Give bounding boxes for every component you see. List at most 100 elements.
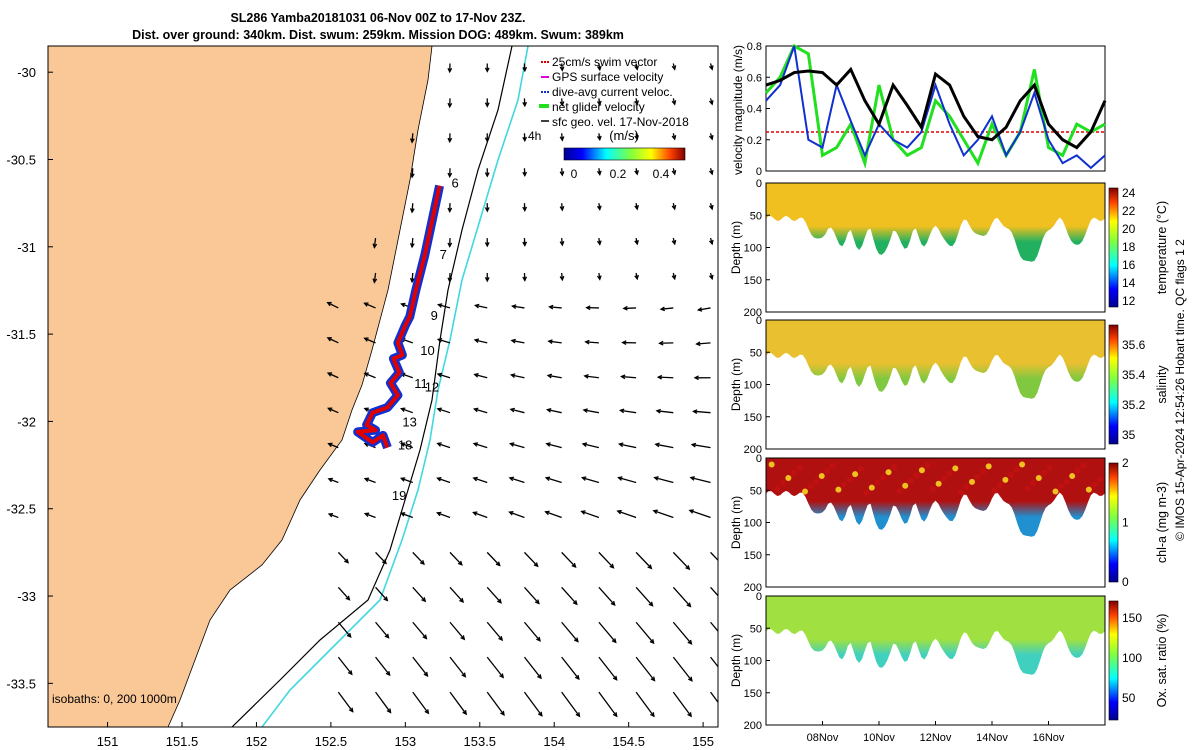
current-arrow [437,512,451,519]
current-arrow [655,443,674,449]
current-arrow [546,443,562,449]
map-x-tick-label: 154.5 [612,734,645,749]
current-arrowhead [346,632,352,639]
current-arrowhead [596,275,602,281]
current-arrow [619,443,637,449]
current-arrowhead [372,243,378,249]
section-colorbar-tick: 2 [1122,456,1129,470]
section-data-field [766,183,1105,262]
current-arrowhead [671,274,677,281]
current-arrowhead [363,477,370,482]
current-arrowhead [708,204,714,211]
current-arrow [473,511,488,519]
map-y-axis: -30 -30.5 -31 -31.5 -32 -32.5 -33 -33.5 [6,65,53,691]
section-colorbar-tick: 1 [1122,516,1129,530]
current-arrowhead [648,601,654,607]
current-arrow [672,621,692,645]
current-vectors [326,63,727,718]
section-colorbar-tick: 18 [1122,240,1136,254]
current-arrowhead [472,407,479,413]
time-tick-label: 10Nov [863,732,895,744]
section-ylabel: Depth (m) [729,221,743,274]
current-arrowhead [386,708,392,714]
current-arrow [328,478,339,484]
current-arrow [672,656,693,682]
current-arrow [437,442,451,449]
current-arrow [618,477,637,484]
map-x-tick-label: 152 [246,734,268,749]
section-colorbar-tick: 35 [1122,428,1136,442]
current-arrowhead [522,276,528,282]
current-arrow [437,373,451,379]
current-arrow [689,509,711,519]
current-arrow [672,551,690,570]
track-day-label: 13 [402,415,416,430]
current-arrow [523,656,542,679]
current-arrow [411,168,414,178]
current-arrowhead [612,712,618,718]
current-arrow [585,341,599,344]
current-arrowhead [537,711,543,717]
current-arrowhead [690,442,697,448]
current-arrowhead [537,674,542,680]
current-arrowhead [647,564,653,570]
current-arrowhead [509,442,515,447]
current-arrowhead [484,242,490,248]
current-arrowhead [327,407,333,412]
current-arrow [337,551,349,564]
current-arrowhead [659,306,666,312]
current-arrowhead [447,137,453,144]
chl-sample [1035,474,1042,481]
chl-sample [785,474,792,481]
current-arrow [656,410,674,414]
current-arrowhead [409,208,415,214]
section-colorbar-tick: 12 [1122,294,1136,308]
current-arrowhead [484,67,490,73]
current-arrowhead [522,66,528,73]
chl-sample [1069,473,1076,480]
section-y-tick-label: 100 [744,518,762,530]
current-arrowhead [634,100,639,106]
velocity-series [764,43,1107,170]
current-arrow [411,133,414,143]
current-arrowhead [612,675,618,681]
current-arrow [401,442,413,449]
current-arrowhead [363,512,370,518]
current-arrowhead [685,565,691,571]
current-arrowhead [671,239,677,246]
current-arrowhead [559,66,565,72]
current-arrow [510,442,525,449]
current-arrow [635,586,654,607]
colorbar-tick-0: 0 [571,167,578,181]
section-y-tick-label: 50 [750,485,762,497]
map-y-tick-label: -31 [17,240,36,255]
current-arrowhead [511,304,517,309]
current-arrowhead [509,407,515,413]
chl-sample [980,468,987,475]
current-arrowhead [687,639,693,645]
current-arrow [635,621,655,644]
current-arrowhead [508,476,514,482]
current-arrowhead [447,67,453,74]
current-arrow [401,408,413,414]
current-arrow [549,306,562,309]
current-arrowhead [581,442,588,447]
current-arrow [486,586,502,604]
current-arrowhead [473,303,480,309]
section-colorbar-tick: 35.6 [1122,338,1146,352]
current-arrowhead [708,135,714,141]
current-arrow [545,511,562,519]
current-arrowhead [545,407,552,413]
section-y-tick-label: 0 [756,178,762,190]
legend-gps-velocity: GPS surface velocity [552,70,663,84]
time-axis: 08Nov 10Nov 12Nov 14Nov 16Nov [807,721,1065,744]
map-x-tick-label: 151 [97,734,119,749]
current-arrow [654,476,674,484]
current-arrow [449,691,467,715]
colorbar-tick-2: 0.4 [653,167,670,181]
current-arrow [474,339,488,344]
chl-sample [1052,488,1059,495]
current-arrowhead [723,566,727,570]
current-arrowhead [363,302,369,307]
